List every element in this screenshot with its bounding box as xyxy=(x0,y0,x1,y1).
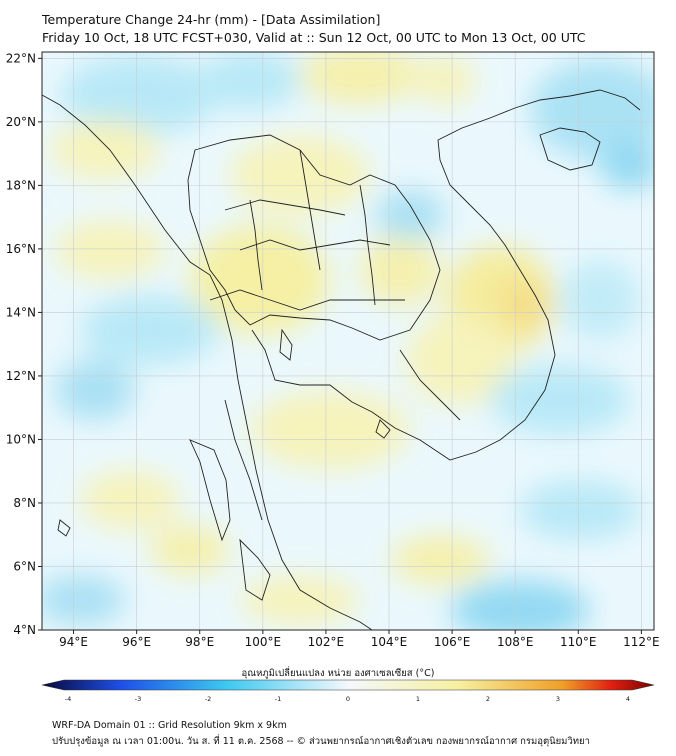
lat-label: 10°N xyxy=(6,432,36,446)
lat-label: 6°N xyxy=(13,559,36,573)
latitude-labels: 22°N 20°N 18°N 16°N 14°N 12°N 10°N 8°N 6°N 4°N xyxy=(6,51,42,637)
colorbar-tick: 4 xyxy=(626,695,630,703)
plot-frame xyxy=(41,51,655,631)
lon-label: 96°E xyxy=(122,635,151,649)
colorbar-label: อุณหภูมิเปลี่ยนแปลง หน่วย องศาเซลเซียส (… xyxy=(241,668,435,679)
lat-label: 14°N xyxy=(6,305,36,319)
lat-label: 8°N xyxy=(13,496,36,510)
colorbar-tick: -2 xyxy=(205,695,211,703)
colorbar-tick: -4 xyxy=(65,695,71,703)
lon-label: 108°E xyxy=(497,635,534,649)
lon-label: 98°E xyxy=(185,635,214,649)
colorbar-tick: 2 xyxy=(486,695,490,703)
graticule xyxy=(42,52,654,630)
lon-label: 110°E xyxy=(560,635,597,649)
lon-label: 100°E xyxy=(245,635,282,649)
lat-label: 16°N xyxy=(6,242,36,256)
lon-label: 106°E xyxy=(434,635,471,649)
coastline-borders xyxy=(42,89,641,630)
colorbar-tick: 3 xyxy=(556,695,560,703)
lat-label: 20°N xyxy=(6,115,36,129)
longitude-labels: 94°E 96°E 98°E 100°E 102°E 104°E 106°E 108°E 110… xyxy=(59,630,660,649)
footer-credit: ปรับปรุงข้อมูล ณ เวลา 01:00น. วัน ส. ที่… xyxy=(52,736,590,747)
lat-label: 12°N xyxy=(6,369,36,383)
lat-label: 18°N xyxy=(6,178,36,192)
colorbar-tick: -3 xyxy=(135,695,141,703)
lon-label: 104°E xyxy=(371,635,408,649)
lat-label: 4°N xyxy=(13,623,36,637)
colorbar-tick: -1 xyxy=(275,695,281,703)
map-title: Temperature Change 24-hr (mm) - [Data As… xyxy=(42,12,381,27)
lon-label: 112°E xyxy=(623,635,660,649)
lat-label: 22°N xyxy=(6,51,36,65)
map-subtitle: Friday 10 Oct, 18 UTC FCST+030, Valid at… xyxy=(42,30,586,45)
lon-label: 102°E xyxy=(308,635,345,649)
lon-label: 94°E xyxy=(59,635,88,649)
footer-domain: WRF-DA Domain 01 :: Grid Resolution 9km … xyxy=(52,720,287,731)
colorbar: -4 -3 -2 -1 0 1 2 3 4 xyxy=(41,679,655,703)
colorbar-tick: 0 xyxy=(346,695,350,703)
colorbar-tick: 1 xyxy=(416,695,420,703)
temperature-field xyxy=(42,52,654,630)
